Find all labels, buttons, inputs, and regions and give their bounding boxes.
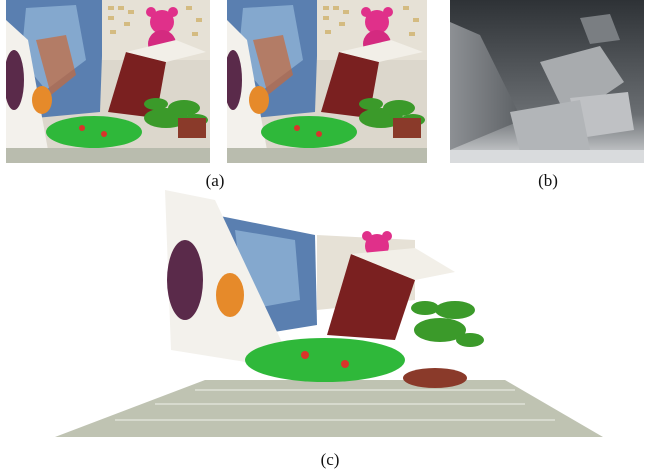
stereo-left-image: [6, 0, 210, 163]
stereo-right-image: [227, 0, 427, 163]
reconstruction-render: [55, 190, 605, 445]
caption-b: (b): [538, 171, 558, 190]
disparity-map-image: [450, 0, 644, 163]
caption-c: (c): [320, 450, 340, 469]
caption-a: (a): [205, 171, 225, 190]
